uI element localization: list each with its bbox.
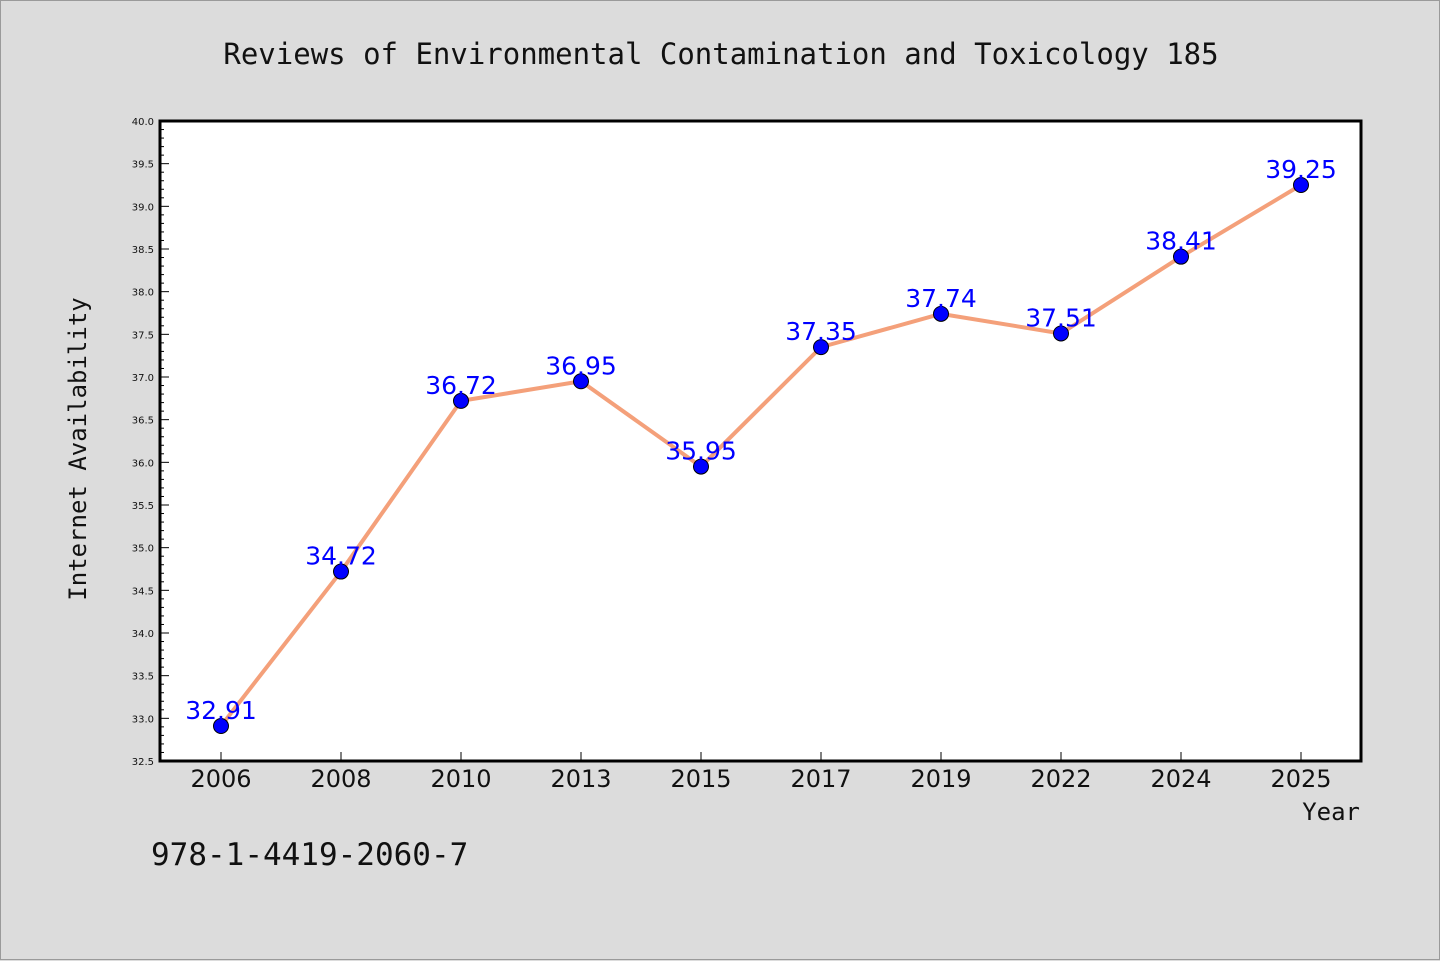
series-layer — [213, 177, 1309, 735]
plot-area — [158, 119, 1363, 763]
x-tick-label: 2006 — [190, 765, 251, 793]
y-tick-label: 39.5 — [132, 160, 154, 171]
y-tick-label: 34.0 — [132, 629, 154, 640]
y-tick-label: 34.5 — [132, 586, 154, 597]
data-label: 38.41 — [1145, 227, 1217, 256]
y-tick-label: 40.0 — [132, 117, 154, 128]
y-tick-label: 36.5 — [132, 416, 154, 427]
y-tick-label: 35.0 — [132, 544, 154, 555]
x-tick-label: 2008 — [310, 765, 371, 793]
isbn-text: 978-1-4419-2060-7 — [151, 837, 468, 873]
data-point — [453, 392, 469, 409]
x-tick-label: 2013 — [550, 765, 611, 793]
y-tick-label: 39.0 — [132, 202, 154, 213]
y-tick-label: 38.5 — [132, 245, 154, 256]
x-tick-label: 2024 — [1150, 765, 1211, 793]
data-point — [1293, 177, 1309, 193]
data-labels: 32.91 34.72 36.72 36.95 35.95 37.35 37.74 37.51… — [185, 155, 1337, 725]
data-point — [693, 458, 709, 475]
x-tick-label: 2022 — [1030, 765, 1091, 793]
x-tick-label: 2019 — [910, 765, 971, 793]
data-label: 37.35 — [785, 317, 857, 346]
x-tick-label: 2010 — [430, 765, 491, 793]
x-axis: 2006 2008 2010 2013 2015 2017 2019 2022 2024 2025 — [190, 752, 1332, 793]
data-label: 37.51 — [1025, 303, 1097, 332]
data-point — [213, 718, 229, 735]
data-label: 36.95 — [545, 351, 617, 380]
y-tick-label: 33.5 — [132, 672, 154, 683]
x-tick-label: 2015 — [670, 765, 731, 793]
x-tick-label: 2017 — [790, 765, 851, 793]
y-tick-label: 36.0 — [132, 458, 154, 469]
series-line — [219, 183, 1303, 728]
x-tick-label: 2025 — [1270, 765, 1331, 793]
y-tick-label: 35.5 — [132, 501, 154, 512]
data-point — [333, 563, 349, 580]
y-tick-label: 33.0 — [132, 714, 154, 725]
y-tick-label: 38.0 — [132, 288, 154, 299]
data-point — [573, 373, 589, 390]
x-axis-label: Year — [1302, 798, 1360, 826]
y-tick-label: 32.5 — [132, 757, 154, 768]
data-label: 36.72 — [425, 371, 497, 400]
data-point — [933, 305, 949, 322]
y-tick-label: 37.0 — [132, 373, 154, 384]
data-point — [1173, 248, 1189, 265]
y-tick-label: 37.5 — [132, 330, 154, 341]
data-label: 32.91 — [185, 696, 257, 725]
y-axis: 32.5 33.0 33.5 34.0 34.5 35.0 35.5 36.0 36.5 37.0… — [132, 117, 169, 768]
data-label: 35.95 — [665, 437, 737, 466]
data-label: 34.72 — [305, 542, 377, 571]
data-label: 37.74 — [905, 284, 977, 313]
data-point — [1053, 325, 1069, 342]
data-point — [813, 339, 829, 356]
y-axis-label: Internet Availability — [64, 297, 92, 600]
chart-title: Reviews of Environmental Contamination a… — [223, 37, 1218, 71]
data-label: 39.25 — [1265, 155, 1337, 184]
